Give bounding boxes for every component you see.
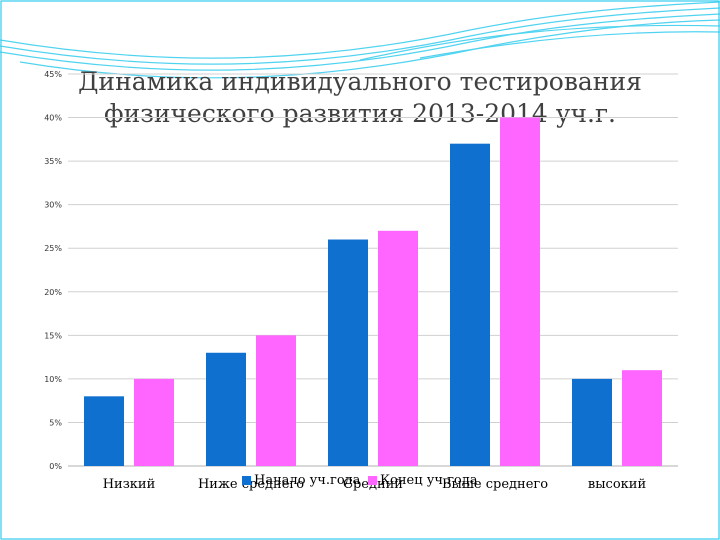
y-tick-label: 30% [44, 201, 62, 210]
legend-swatch [242, 476, 251, 485]
bar [134, 378, 174, 466]
bar [450, 143, 490, 466]
legend-label: Конец уч.года [380, 473, 478, 488]
y-tick-label: 40% [44, 114, 62, 123]
x-category-label: Низкий [103, 477, 156, 492]
x-category-label: Ниже среднего [198, 477, 304, 492]
x-category-label: Выше среднего [442, 477, 548, 492]
chart-title-line: Динамика индивидуального тестирования [78, 67, 642, 96]
legend-swatch [368, 476, 377, 485]
bar [622, 370, 662, 466]
y-tick-label: 0% [49, 462, 62, 471]
bar [84, 396, 124, 466]
y-tick-label: 35% [44, 157, 62, 166]
y-tick-label: 25% [44, 244, 62, 253]
legend-label: Начало уч.года [254, 473, 361, 488]
bar [256, 335, 296, 466]
bar [500, 117, 540, 467]
y-tick-label: 45% [44, 70, 62, 79]
bar [206, 352, 246, 466]
y-tick-label: 15% [44, 331, 62, 340]
x-category-label: высокий [588, 477, 646, 492]
bar [328, 239, 368, 466]
y-tick-label: 20% [44, 288, 62, 297]
bar [572, 378, 612, 466]
y-tick-label: 5% [49, 418, 62, 427]
bar [378, 230, 418, 466]
y-tick-label: 10% [44, 375, 62, 384]
